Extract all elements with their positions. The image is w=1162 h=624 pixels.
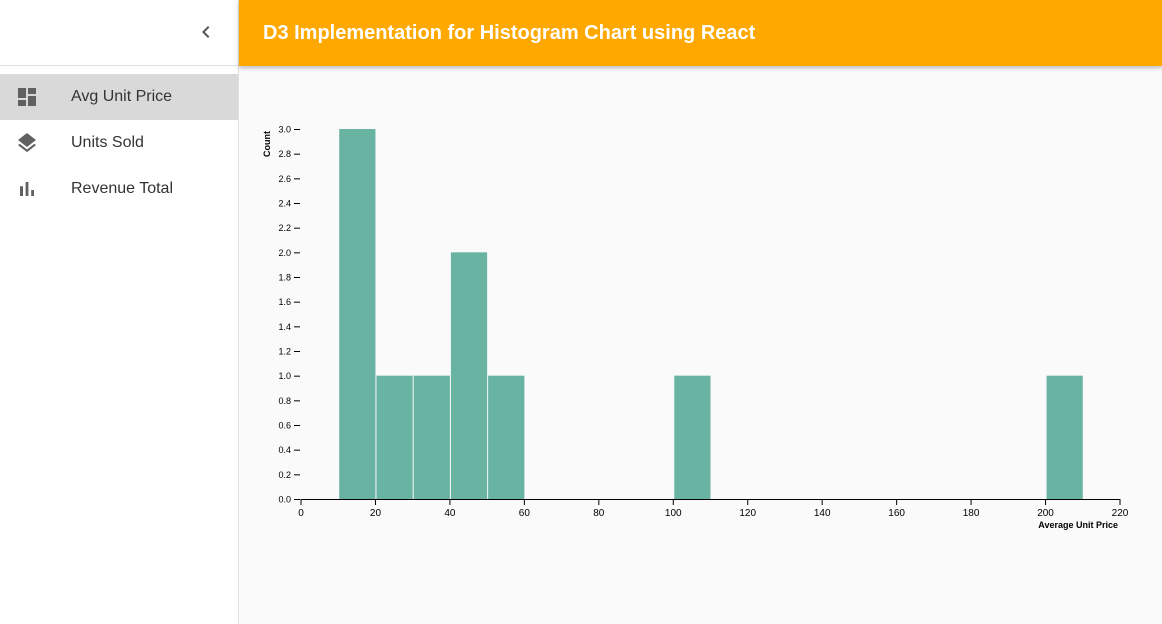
sidebar-item-avg-unit-price[interactable]: Avg Unit Price (0, 74, 238, 120)
sidebar-item-units-sold[interactable]: Units Sold (0, 120, 238, 166)
y-axis-tick-label: 1.8 (278, 273, 291, 283)
y-axis-tick-label: 2.4 (278, 199, 291, 209)
collapse-sidebar-button[interactable] (194, 20, 218, 44)
y-axis-label: Count (262, 131, 272, 157)
histogram-bar (1046, 375, 1083, 499)
bar-chart-icon (15, 177, 39, 201)
y-axis-tick-label: 0.6 (278, 421, 291, 431)
sidebar-nav: Avg Unit Price Units Sold Revenue Total (0, 74, 238, 212)
page-title: D3 Implementation for Histogram Chart us… (263, 21, 756, 44)
histogram-bar (488, 375, 525, 499)
x-axis-tick-label: 160 (888, 508, 905, 519)
y-axis-tick-label: 1.0 (278, 371, 291, 381)
x-axis-tick-label: 220 (1112, 508, 1129, 519)
sidebar: Avg Unit Price Units Sold Revenue Total (0, 0, 239, 624)
histogram-bar (376, 375, 413, 499)
sidebar-item-label: Avg Unit Price (71, 88, 173, 105)
histogram-bar (339, 129, 376, 499)
sidebar-item-revenue-total[interactable]: Revenue Total (0, 166, 238, 212)
x-axis-tick-label: 0 (298, 508, 304, 519)
y-axis-tick-label: 1.2 (278, 347, 291, 357)
chart-area: 0 20 40 60 80 100 120 140 160 180 200 220 Average Un… (239, 66, 1162, 624)
chevron-left-icon (202, 26, 210, 38)
y-axis-tick-label: 0.8 (278, 396, 291, 406)
x-axis-tick-label: 120 (739, 508, 756, 519)
y-axis-tick-label: 0.4 (278, 445, 291, 455)
x-axis-tick-label: 140 (814, 508, 831, 519)
x-axis-label: Average Unit Price (1038, 520, 1118, 530)
x-axis-tick-label: 40 (444, 508, 456, 519)
y-axis-tick-label: 2.6 (278, 174, 291, 184)
y-axis-tick-label: 0.0 (278, 495, 291, 505)
x-axis-tick-label: 80 (593, 508, 605, 519)
app-bar: D3 Implementation for Histogram Chart us… (239, 0, 1162, 66)
sidebar-item-label: Units Sold (71, 134, 144, 151)
y-axis-tick-label: 1.4 (278, 322, 291, 332)
sidebar-header (0, 0, 238, 66)
x-axis-tick-label: 200 (1037, 508, 1054, 519)
y-axis-tick-label: 0.2 (278, 470, 291, 480)
y-axis-tick-label: 1.6 (278, 297, 291, 307)
x-axis-tick-label: 180 (963, 508, 980, 519)
histogram-bar (413, 375, 450, 499)
histogram-bar (674, 375, 711, 499)
histogram-bar (450, 252, 488, 499)
dashboard-icon (15, 85, 39, 109)
x-axis-tick-label: 60 (519, 508, 531, 519)
sidebar-item-label: Revenue Total (71, 180, 173, 197)
x-axis-tick-label: 20 (370, 508, 382, 519)
y-axis-tick-label: 3.0 (278, 125, 291, 135)
y-axis-tick-label: 2.8 (278, 149, 291, 159)
y-axis-tick-label: 2.0 (278, 248, 291, 258)
y-axis-tick-label: 2.2 (278, 223, 291, 233)
x-axis-tick-label: 100 (665, 508, 682, 519)
layers-icon (15, 131, 39, 155)
